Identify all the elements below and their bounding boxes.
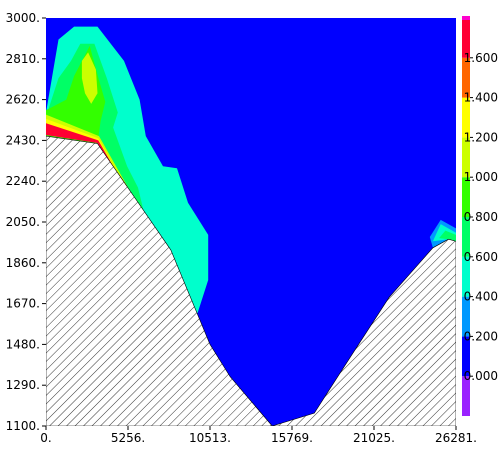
y-tick-label-5: 2050.	[6, 215, 40, 229]
x-tick-label-5: 26281.	[435, 431, 477, 445]
colorbar-band-9	[462, 18, 470, 58]
y-tick-label-2: 2620.	[6, 93, 40, 107]
colorbar-band-3	[462, 256, 470, 297]
y-tick-label-1: 2810.	[6, 52, 40, 66]
colorbar-label-8: 1.600	[464, 51, 498, 65]
colorbar-band-6	[462, 137, 470, 178]
y-tick-label-6: 1860.	[6, 256, 40, 270]
y-tick-label-7: 1670.	[6, 297, 40, 311]
colorbar-label-1: 0.200	[464, 329, 498, 343]
x-tick-label-1: 5256.	[111, 431, 145, 445]
y-tick-label-10: 1100.	[6, 419, 40, 433]
terrain-hatched	[46, 135, 456, 426]
colorbar-label-4: 0.800	[464, 210, 498, 224]
contour-region-10	[46, 123, 156, 242]
colorbar-band-7	[462, 97, 470, 138]
colorbar-label-6: 1.200	[464, 130, 498, 144]
y-tick-label-8: 1480.	[6, 337, 40, 351]
contour-region-7	[81, 52, 98, 104]
colorbar-label-7: 1.400	[464, 91, 498, 105]
colorbar-band-2	[462, 296, 470, 337]
colorbar-label-5: 1.000	[464, 170, 498, 184]
x-tick-label-2: 10513.	[189, 431, 231, 445]
contour-region-5	[439, 230, 456, 242]
colorbar-band-5	[462, 177, 470, 217]
x-tick-label-0: 0.	[40, 431, 51, 445]
colorbar-label-3: 0.600	[464, 250, 498, 264]
y-tick-label-4: 2240.	[6, 174, 40, 188]
colorbar-band-1	[462, 336, 470, 377]
x-tick-label-4: 21025.	[353, 431, 395, 445]
y-tick-label-9: 1290.	[6, 378, 40, 392]
colorbar-label-2: 0.400	[464, 290, 498, 304]
colorbar-band-0	[462, 376, 470, 416]
colorbar-band-4	[462, 217, 470, 257]
y-tick-label-3: 2430.	[6, 133, 40, 147]
x-tick-label-3: 15769.	[271, 431, 313, 445]
colorbar-top-cap	[462, 16, 470, 20]
colorbar-band-8	[462, 57, 470, 98]
colorbar-label-0: 0.000	[464, 369, 498, 383]
y-tick-label-0: 3000.	[6, 11, 40, 25]
